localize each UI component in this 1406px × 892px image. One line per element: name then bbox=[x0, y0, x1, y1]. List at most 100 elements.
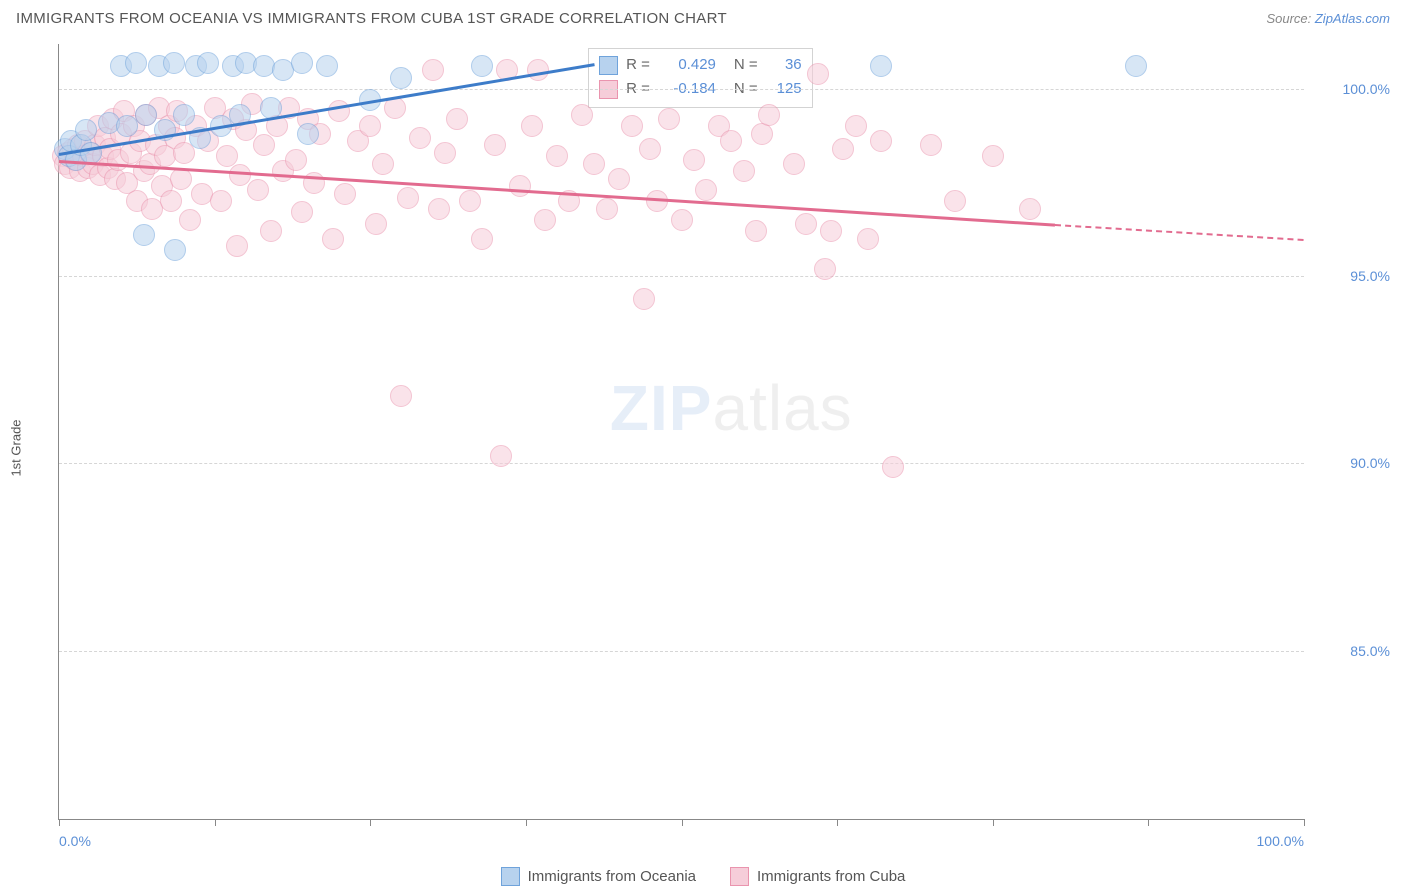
marker-cuba bbox=[758, 104, 780, 126]
stats-n-value-oceania: 36 bbox=[766, 53, 802, 77]
stats-n-label: N = bbox=[734, 53, 758, 77]
source-link[interactable]: ZipAtlas.com bbox=[1315, 11, 1390, 26]
marker-cuba bbox=[571, 104, 593, 126]
marker-cuba bbox=[857, 228, 879, 250]
marker-cuba bbox=[253, 134, 275, 156]
marker-cuba bbox=[546, 145, 568, 167]
marker-cuba bbox=[807, 63, 829, 85]
x-tick bbox=[370, 819, 371, 826]
legend-item-cuba: Immigrants from Cuba bbox=[730, 867, 905, 886]
marker-cuba bbox=[322, 228, 344, 250]
marker-cuba bbox=[226, 235, 248, 257]
marker-cuba bbox=[783, 153, 805, 175]
gridline-h bbox=[59, 276, 1304, 277]
marker-oceania bbox=[291, 52, 313, 74]
marker-cuba bbox=[359, 115, 381, 137]
x-tick bbox=[1304, 819, 1305, 826]
marker-cuba bbox=[814, 258, 836, 280]
marker-cuba bbox=[944, 190, 966, 212]
marker-cuba bbox=[882, 456, 904, 478]
y-tick-label: 100.0% bbox=[1310, 81, 1390, 97]
marker-cuba bbox=[471, 228, 493, 250]
x-tick bbox=[1148, 819, 1149, 826]
marker-cuba bbox=[303, 172, 325, 194]
marker-cuba bbox=[596, 198, 618, 220]
legend-swatch-cuba bbox=[730, 867, 749, 886]
marker-cuba bbox=[179, 209, 201, 231]
watermark: ZIPatlas bbox=[610, 371, 853, 445]
stats-swatch-oceania bbox=[599, 56, 618, 75]
marker-cuba bbox=[365, 213, 387, 235]
marker-cuba bbox=[509, 175, 531, 197]
marker-cuba bbox=[1019, 198, 1041, 220]
marker-oceania bbox=[1125, 55, 1147, 77]
x-tick-label: 100.0% bbox=[1257, 833, 1304, 849]
marker-oceania bbox=[80, 142, 102, 164]
marker-cuba bbox=[247, 179, 269, 201]
y-tick-label: 90.0% bbox=[1310, 455, 1390, 471]
gridline-h bbox=[59, 89, 1304, 90]
gridline-h bbox=[59, 651, 1304, 652]
marker-cuba bbox=[484, 134, 506, 156]
plot-region: ZIPatlas R =0.429N =36R =-0.184N =125 85… bbox=[58, 44, 1304, 820]
legend-item-oceania: Immigrants from Oceania bbox=[501, 867, 696, 886]
marker-oceania bbox=[173, 104, 195, 126]
correlation-stats-box: R =0.429N =36R =-0.184N =125 bbox=[588, 48, 813, 108]
marker-oceania bbox=[125, 52, 147, 74]
marker-cuba bbox=[446, 108, 468, 130]
marker-cuba bbox=[658, 108, 680, 130]
marker-cuba bbox=[982, 145, 1004, 167]
marker-cuba bbox=[671, 209, 693, 231]
trendline-cuba-extrapolated bbox=[1055, 224, 1304, 241]
marker-cuba bbox=[422, 59, 444, 81]
marker-cuba bbox=[733, 160, 755, 182]
marker-cuba bbox=[870, 130, 892, 152]
marker-cuba bbox=[397, 187, 419, 209]
marker-cuba bbox=[583, 153, 605, 175]
y-tick-label: 85.0% bbox=[1310, 643, 1390, 659]
x-tick bbox=[682, 819, 683, 826]
marker-cuba bbox=[459, 190, 481, 212]
marker-cuba bbox=[291, 201, 313, 223]
marker-oceania bbox=[316, 55, 338, 77]
marker-cuba bbox=[210, 190, 232, 212]
marker-cuba bbox=[920, 134, 942, 156]
bottom-legend: Immigrants from Oceania Immigrants from … bbox=[0, 867, 1406, 886]
marker-cuba bbox=[534, 209, 556, 231]
marker-oceania bbox=[135, 104, 157, 126]
marker-cuba bbox=[608, 168, 630, 190]
legend-swatch-oceania bbox=[501, 867, 520, 886]
marker-cuba bbox=[639, 138, 661, 160]
marker-oceania bbox=[133, 224, 155, 246]
marker-oceania bbox=[297, 123, 319, 145]
marker-cuba bbox=[751, 123, 773, 145]
watermark-bold: ZIP bbox=[610, 372, 713, 444]
chart-area: 1st Grade ZIPatlas R =0.429N =36R =-0.18… bbox=[22, 38, 1394, 858]
marker-cuba bbox=[434, 142, 456, 164]
marker-oceania bbox=[163, 52, 185, 74]
marker-cuba bbox=[683, 149, 705, 171]
marker-cuba bbox=[845, 115, 867, 137]
stats-row-oceania: R = 0.429 N = 36 bbox=[599, 53, 802, 77]
x-tick bbox=[837, 819, 838, 826]
marker-cuba bbox=[745, 220, 767, 242]
marker-cuba bbox=[633, 288, 655, 310]
marker-cuba bbox=[820, 220, 842, 242]
stats-r-label: R = bbox=[626, 53, 650, 77]
chart-title: IMMIGRANTS FROM OCEANIA VS IMMIGRANTS FR… bbox=[16, 10, 727, 27]
marker-cuba bbox=[695, 179, 717, 201]
stats-r-value-oceania: 0.429 bbox=[658, 53, 716, 77]
marker-oceania bbox=[197, 52, 219, 74]
marker-cuba bbox=[621, 115, 643, 137]
marker-cuba bbox=[720, 130, 742, 152]
marker-oceania bbox=[164, 239, 186, 261]
y-axis-label: 1st Grade bbox=[9, 419, 24, 476]
marker-oceania bbox=[390, 67, 412, 89]
marker-cuba bbox=[160, 190, 182, 212]
marker-cuba bbox=[795, 213, 817, 235]
marker-cuba bbox=[260, 220, 282, 242]
marker-cuba bbox=[390, 385, 412, 407]
legend-label-oceania: Immigrants from Oceania bbox=[528, 868, 696, 885]
legend-label-cuba: Immigrants from Cuba bbox=[757, 868, 905, 885]
source-attribution: Source: ZipAtlas.com bbox=[1266, 11, 1390, 26]
